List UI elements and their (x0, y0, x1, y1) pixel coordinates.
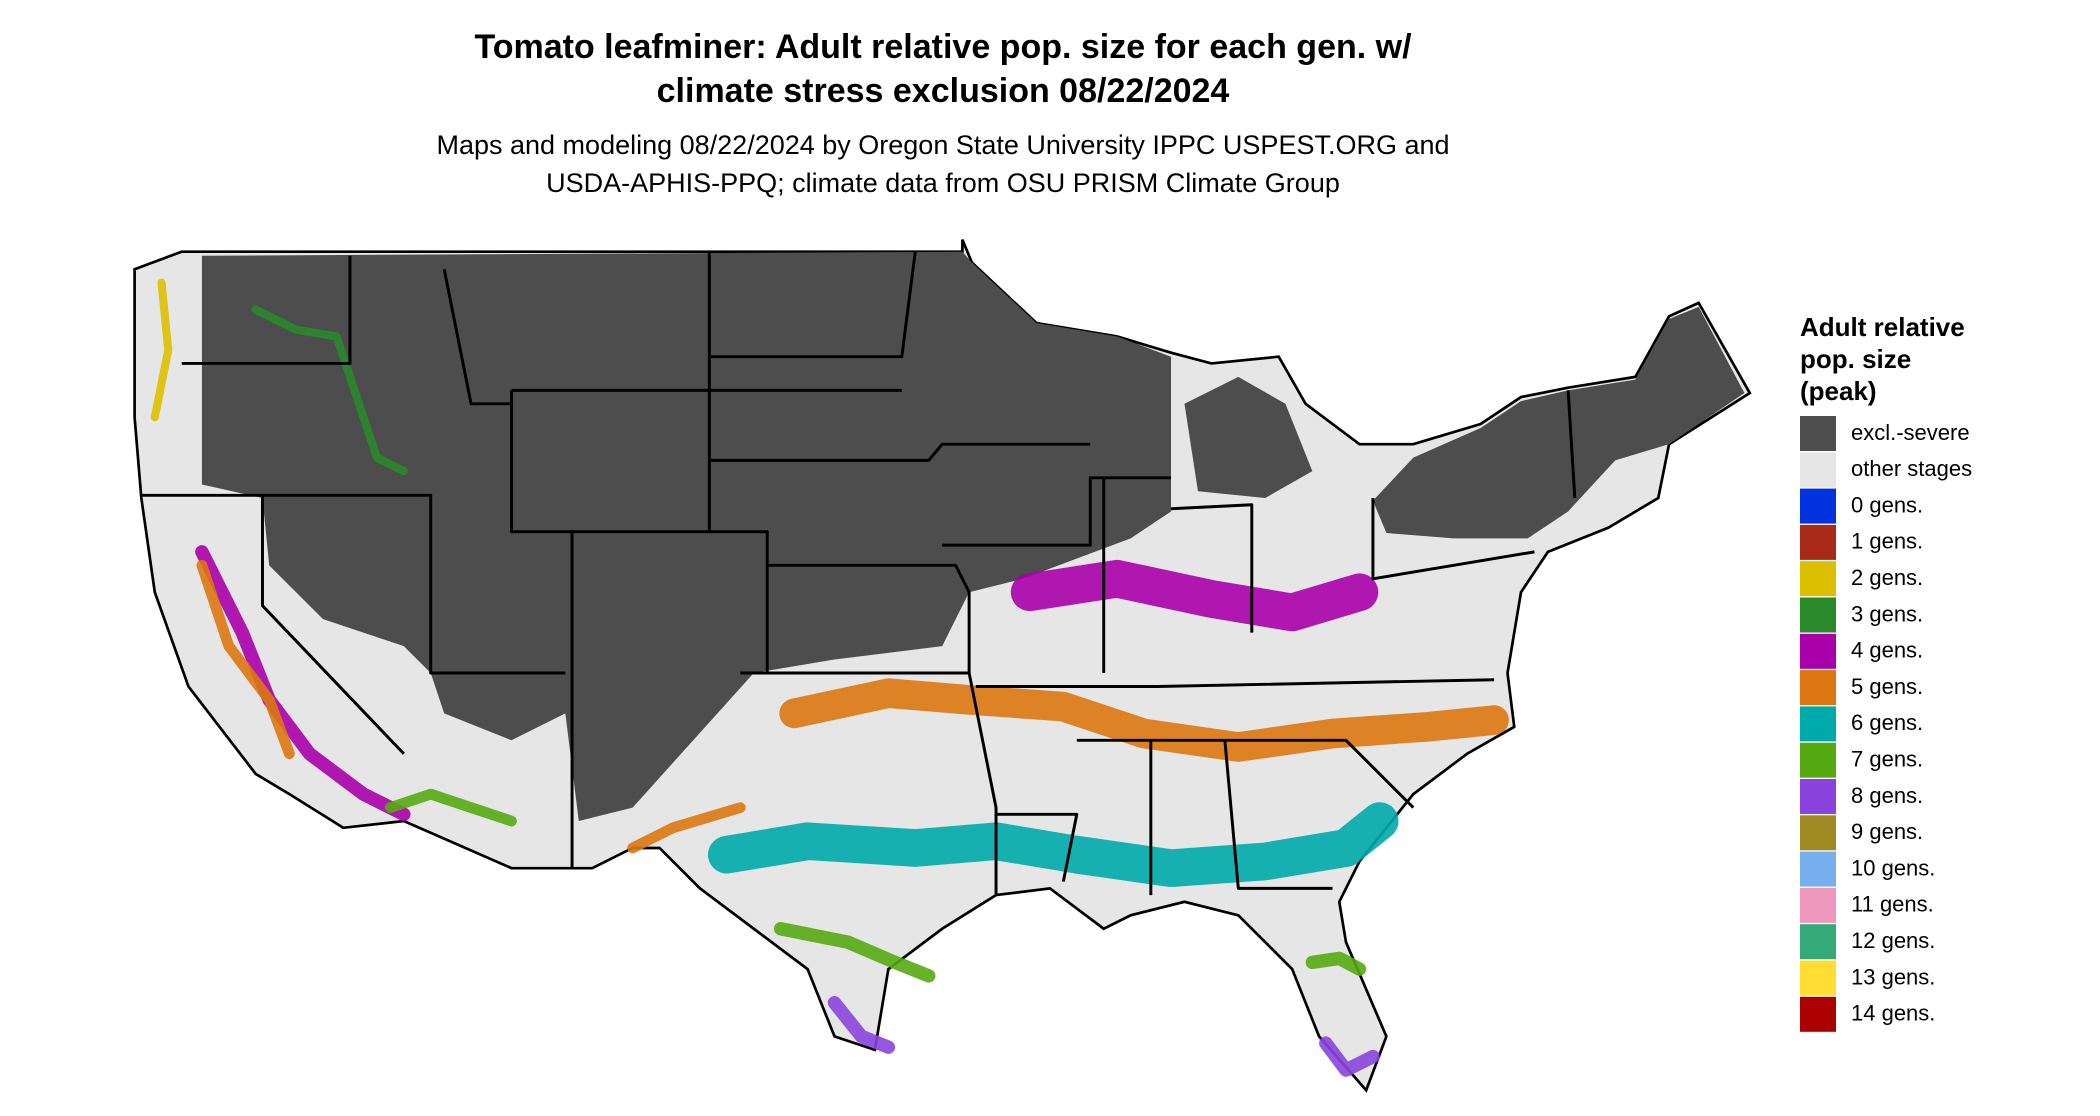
legend-swatch (1800, 706, 1836, 742)
legend-swatch (1800, 452, 1836, 488)
legend-label: 6 gens. (1851, 710, 1923, 735)
legend-label: other stages (1851, 456, 1972, 481)
gen-band (773, 922, 936, 983)
legend-title: (peak) (1800, 376, 1877, 406)
legend-label: 14 gens. (1851, 1001, 1935, 1026)
titles: Tomato leafminer: Adult relative pop. si… (436, 28, 1449, 198)
legend-swatch (1800, 416, 1836, 451)
legend-title: Adult relative (1800, 312, 1965, 342)
gen-band (1305, 951, 1367, 976)
title: climate stress exclusion 08/22/2024 (657, 72, 1230, 110)
legend-label: 3 gens. (1851, 601, 1923, 626)
legend-title: pop. size (1800, 344, 1911, 374)
gen-band (1010, 559, 1379, 632)
legend-label: 9 gens. (1851, 819, 1923, 844)
legend-label: 8 gens. (1851, 783, 1923, 808)
legend-swatch (1800, 960, 1836, 996)
legend-label: 11 gens. (1851, 892, 1934, 917)
excluded-region (201, 251, 1172, 822)
gen-band (195, 545, 411, 822)
gen-band (779, 678, 1509, 762)
legend-label: 12 gens. (1851, 928, 1935, 953)
gen-band (251, 305, 408, 476)
gen-band (827, 996, 896, 1054)
legend-swatch (1800, 742, 1836, 778)
legend-swatch (1800, 524, 1836, 560)
gen-band (150, 278, 173, 422)
subtitle: USDA-APHIS-PPQ; climate data from OSU PR… (546, 168, 1340, 198)
legend-swatch (1800, 597, 1836, 633)
gen-band (707, 802, 1399, 888)
legend-swatch (1800, 815, 1836, 851)
legend-label: 4 gens. (1851, 638, 1923, 663)
gen-band (1319, 1036, 1380, 1077)
excluded-region (1372, 306, 1745, 539)
legend-label: 10 gens. (1851, 855, 1935, 880)
legend-swatch (1800, 488, 1836, 524)
legend-swatch (1800, 887, 1836, 923)
legend-swatch (1800, 996, 1836, 1032)
subtitle: Maps and modeling 08/22/2024 by Oregon S… (436, 130, 1449, 160)
title: Tomato leafminer: Adult relative pop. si… (474, 28, 1412, 66)
legend-swatch (1800, 851, 1836, 887)
legend-label: 2 gens. (1851, 565, 1923, 590)
gen-band (196, 559, 295, 760)
legend-swatch (1800, 633, 1836, 669)
legend-label: 7 gens. (1851, 747, 1923, 772)
legend-label: 1 gens. (1851, 529, 1923, 554)
us-map (133, 239, 1752, 1093)
legend-label: 0 gens. (1851, 492, 1923, 517)
legend-label: 5 gens. (1851, 674, 1923, 699)
legend-swatch (1800, 670, 1836, 706)
legend-swatch (1800, 561, 1836, 597)
excluded-region (1184, 376, 1313, 499)
legend-swatch (1800, 779, 1836, 814)
legend-label: 13 gens. (1851, 964, 1935, 989)
gen-band (627, 802, 746, 854)
state-borders (141, 251, 1577, 896)
legend-label: excl.-severe (1851, 420, 1970, 445)
legend-swatch (1800, 924, 1836, 960)
gen-band (384, 788, 517, 827)
